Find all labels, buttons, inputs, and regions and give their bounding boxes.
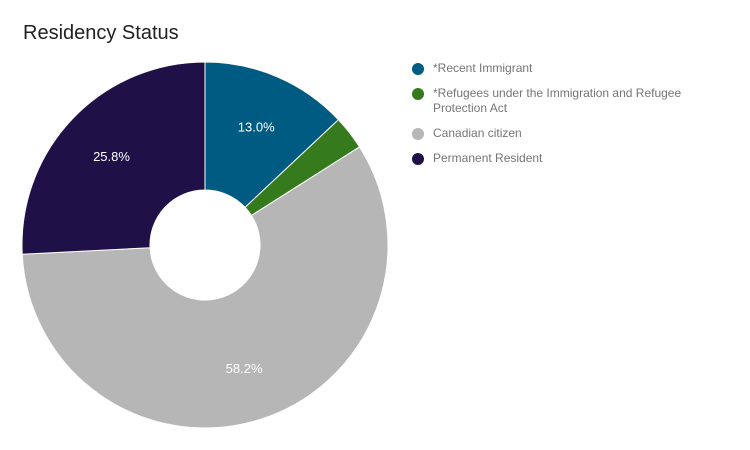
slice-data-label: 25.8% [93,149,130,164]
legend-item-recent-immigrant[interactable]: *Recent Immigrant [412,61,712,76]
slice-data-label: 13.0% [238,120,275,135]
legend-label: Canadian citizen [433,126,522,140]
legend-item-canadian-citizen[interactable]: Canadian citizen [412,126,712,141]
chart-title: Residency Status [23,22,179,44]
slice-canadian-citizen[interactable] [21,146,389,429]
legend-swatch-refugees [412,88,424,100]
slice-recent-immigrant[interactable] [204,61,340,209]
legend-label: *Recent Immigrant [433,61,533,75]
legend-label: *Refugees under the Immigration and Refu… [433,86,682,115]
legend-swatch-canadian-citizen [412,128,424,140]
slice-data-label: 58.2% [226,361,263,376]
legend-item-permanent-resident[interactable]: Permanent Resident [412,151,712,166]
legend-swatch-recent-immigrant [412,63,424,75]
legend-swatch-permanent-resident [412,153,424,165]
legend: *Recent Immigrant *Refugees under the Im… [412,61,712,176]
slice-permanent-resident[interactable] [21,61,206,255]
legend-item-refugees[interactable]: *Refugees under the Immigration and Refu… [412,86,712,116]
legend-label: Permanent Resident [433,151,543,165]
